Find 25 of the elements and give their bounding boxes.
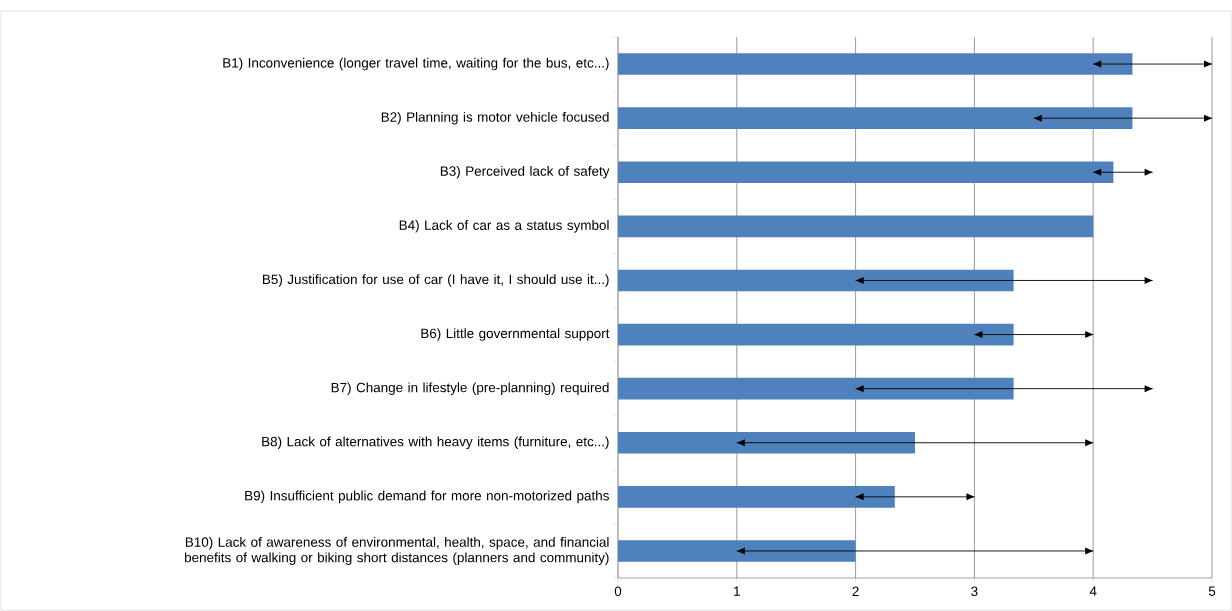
bar xyxy=(618,269,1014,292)
y-tick-label: B3) Perceived lack of safety xyxy=(440,165,610,179)
bar xyxy=(618,215,1094,238)
y-tick-label: B6) Little governmental support xyxy=(421,328,610,341)
x-tick-label: 4 xyxy=(1089,586,1097,596)
y-tick-label: B8) Lack of alternatives with heavy items (furniture, etc...) xyxy=(262,436,609,450)
y-tick-label: B5) Justification for use of car (I have it, I should use it...) xyxy=(263,274,609,287)
bar xyxy=(618,540,856,562)
x-tick-label: 2 xyxy=(852,586,859,596)
x-tick-label: 0 xyxy=(614,586,622,597)
y-tick-label: B9) Insufficient public demand for more non-motorized paths xyxy=(245,490,609,504)
y-tick-label: B2) Planning is motor vehicle focused xyxy=(381,111,609,125)
y-tick-label: B10) Lack of awareness of environmental, health, space, and financial benefits of walking or biking short distances (planners and community) xyxy=(184,536,609,565)
bar xyxy=(618,161,1114,184)
bar xyxy=(618,53,1133,75)
x-tick-label: 5 xyxy=(1208,586,1216,596)
y-tick-label: B7) Change in lifestyle (pre-planning) required xyxy=(331,382,609,395)
bar xyxy=(618,107,1133,129)
y-tick-label: B1) Inconvenience (longer travel time, waiting for the bus, etc...) xyxy=(223,57,609,71)
bar xyxy=(618,323,1014,346)
x-tick-label: 3 xyxy=(971,586,978,597)
bar xyxy=(618,486,895,508)
y-tick-label: B4) Lack of car as a status symbol xyxy=(399,220,609,233)
bar xyxy=(618,377,1014,400)
x-tick-label: 1 xyxy=(734,586,740,596)
